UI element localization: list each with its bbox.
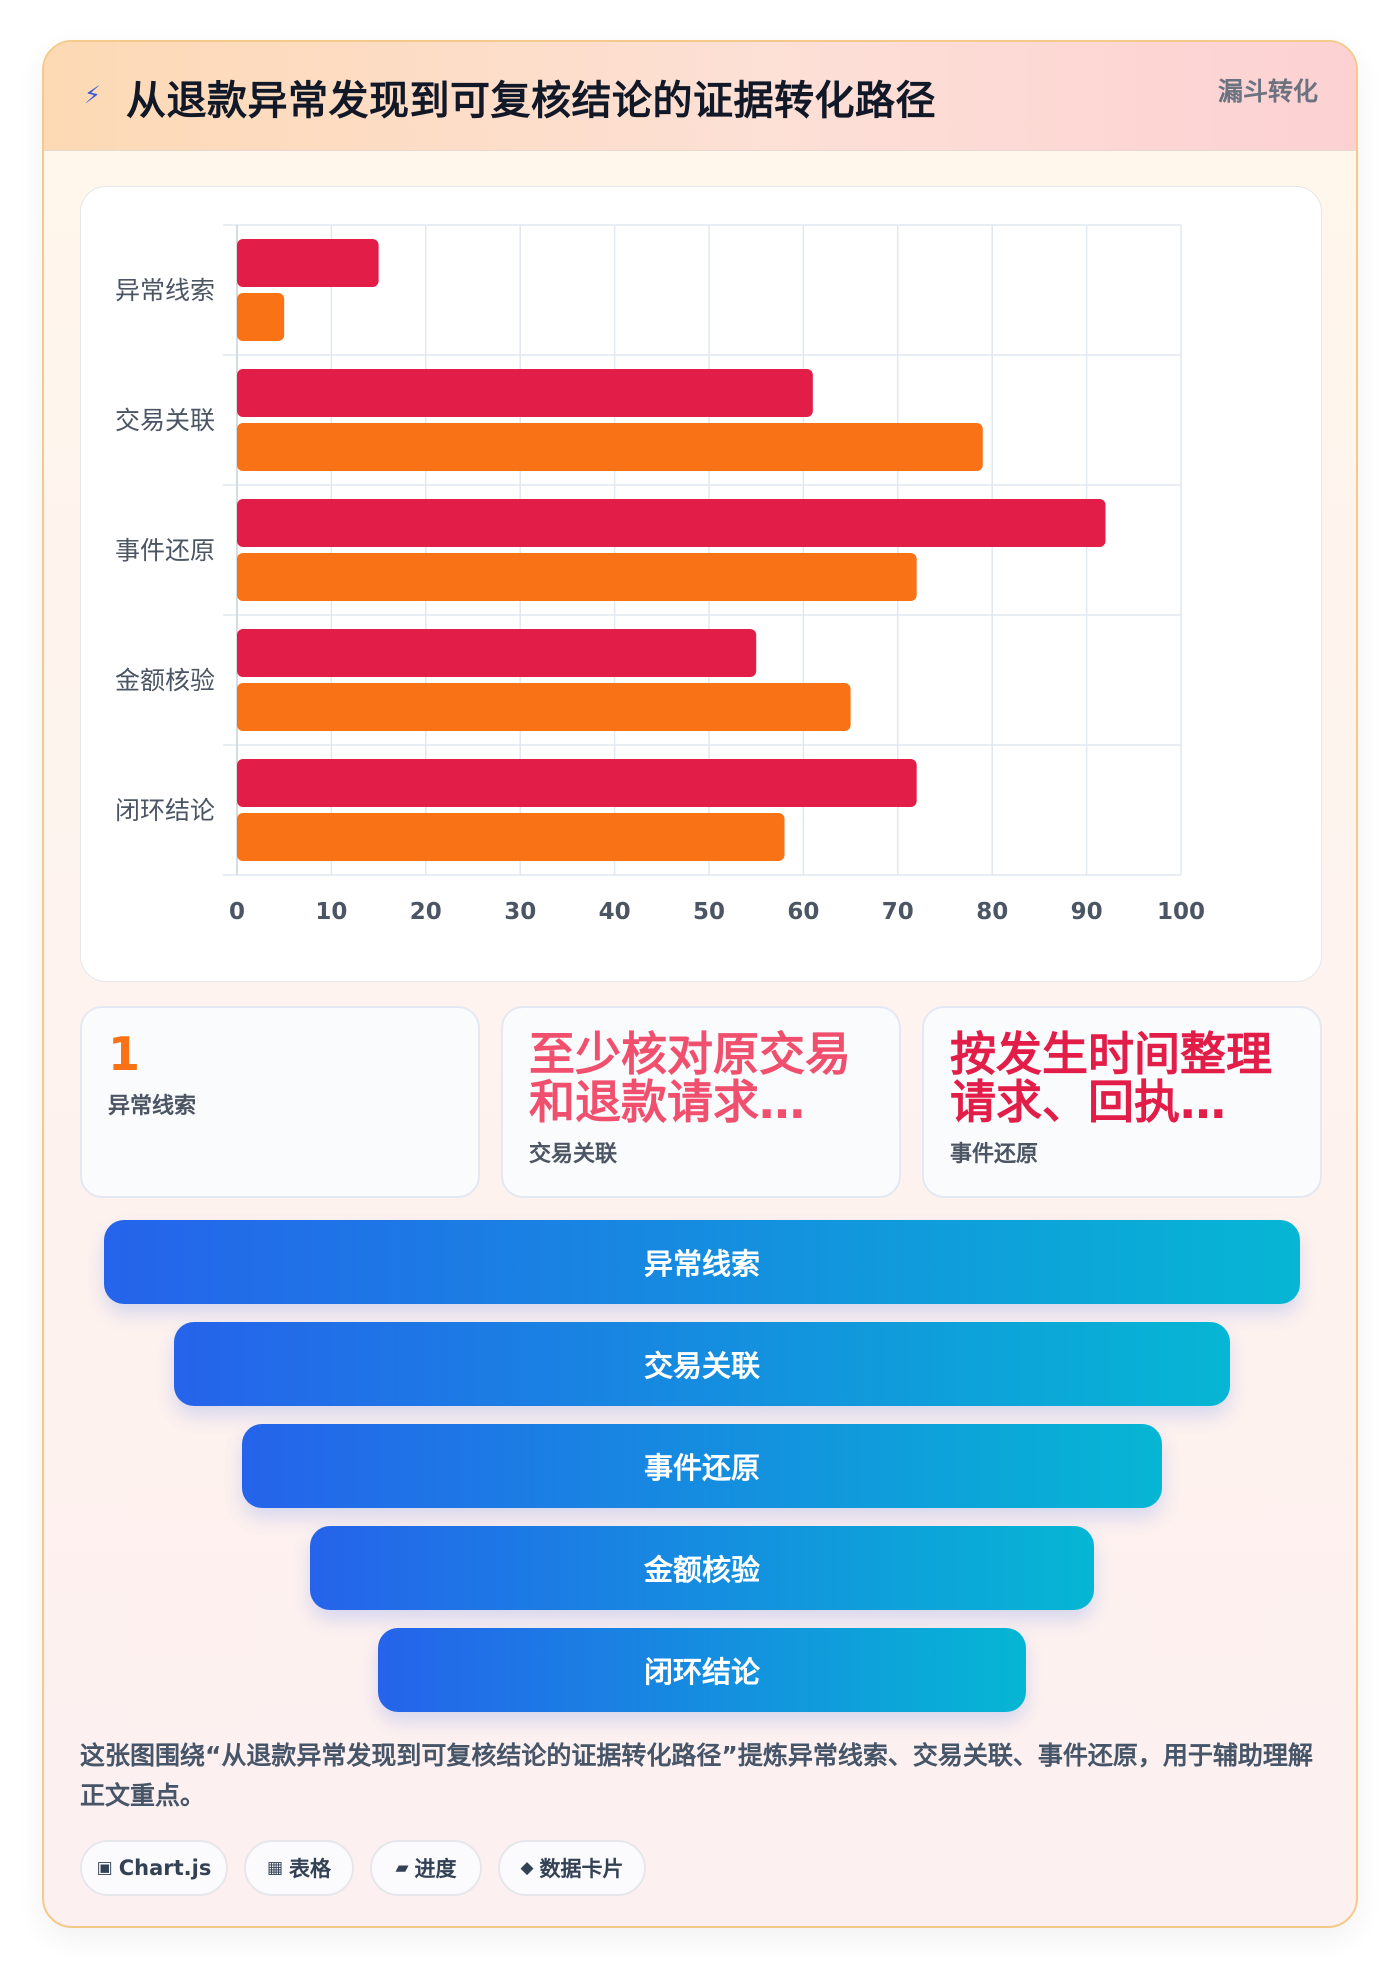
funnel-stage-label: 异常线索 xyxy=(643,1247,760,1281)
funnel-stage-label: 金额核验 xyxy=(643,1553,760,1587)
chip-label: Chart.js xyxy=(118,1856,212,1880)
bar xyxy=(237,629,757,677)
bar xyxy=(237,553,917,601)
x-tick-label: 30 xyxy=(504,899,536,925)
category-label: 金额核验 xyxy=(115,666,215,695)
funnel-stage: 闭环结论 xyxy=(378,1628,1026,1712)
stat-value: 按发生时间整理请求、回执… xyxy=(950,1030,1272,1126)
stat-card: 按发生时间整理请求、回执… 事件还原 xyxy=(922,1006,1322,1198)
x-tick-label: 90 xyxy=(1071,899,1103,925)
category-label: 闭环结论 xyxy=(115,796,215,825)
category-label: 事件还原 xyxy=(115,536,215,565)
stat-card: 1 异常线索 xyxy=(80,1006,480,1198)
card-header: ⚡ 从退款异常发现到可复核结论的证据转化路径 漏斗转化 xyxy=(44,42,1356,151)
bar xyxy=(237,423,983,471)
x-tick-label: 100 xyxy=(1157,899,1205,925)
progress-icon: ▰ xyxy=(395,1858,409,1878)
x-tick-label: 80 xyxy=(976,899,1008,925)
funnel-stage-label: 闭环结论 xyxy=(643,1655,760,1689)
x-tick-label: 0 xyxy=(229,899,245,925)
funnel-stage: 交易关联 xyxy=(174,1322,1230,1406)
bar xyxy=(237,813,785,861)
x-tick-label: 70 xyxy=(882,899,914,925)
bar xyxy=(237,239,379,287)
chip-progress[interactable]: ▰ 进度 xyxy=(370,1840,482,1896)
stat-label: 交易关联 xyxy=(529,1142,618,1167)
category-label: 异常线索 xyxy=(115,276,215,305)
diamond-icon: ◆ xyxy=(520,1858,534,1878)
chip-label: 进度 xyxy=(414,1857,457,1881)
stat-value: 1 xyxy=(108,1030,141,1078)
chart-icon: ▣ xyxy=(96,1858,113,1878)
lightning-icon: ⚡ xyxy=(84,81,101,109)
x-tick-label: 50 xyxy=(693,899,725,925)
page-title: 从退款异常发现到可复核结论的证据转化路径 xyxy=(126,78,936,124)
bar xyxy=(237,499,1106,547)
funnel-stage-label: 交易关联 xyxy=(643,1349,760,1383)
funnel: 异常线索 交易关联 事件还原 金额核验 闭环结论 xyxy=(44,1220,1356,1720)
stat-label: 事件还原 xyxy=(950,1142,1039,1167)
category-label: 交易关联 xyxy=(115,406,215,435)
chip-table[interactable]: ▦ 表格 xyxy=(244,1840,354,1896)
chip-label: 表格 xyxy=(289,1857,332,1881)
x-tick-label: 10 xyxy=(315,899,347,925)
chart-type-tag: 漏斗转化 xyxy=(1217,77,1318,106)
stat-label: 异常线索 xyxy=(108,1094,197,1119)
chip-label: 数据卡片 xyxy=(539,1857,624,1881)
bar xyxy=(237,683,851,731)
funnel-stage-label: 事件还原 xyxy=(643,1451,760,1485)
bar xyxy=(237,293,285,341)
chart-description: 这张图围绕“从退款异常发现到可复核结论的证据转化路径”提炼异常线索、交易关联、事… xyxy=(80,1741,1313,1810)
infographic-card: ⚡ 从退款异常发现到可复核结论的证据转化路径 漏斗转化 异常线索 交易关联 事件还原… xyxy=(42,40,1358,1928)
bar-chart-panel: 异常线索交易关联事件还原金额核验闭环结论 0 10 20 30 40 50 60 70 80 90 1… xyxy=(80,186,1322,982)
stat-card: 至少核对原交易和退款请求… 交易关联 xyxy=(501,1006,901,1198)
bar xyxy=(237,759,917,807)
stat-value: 至少核对原交易和退款请求… xyxy=(529,1030,851,1126)
funnel-stage: 事件还原 xyxy=(242,1424,1162,1508)
x-tick-label: 40 xyxy=(599,899,631,925)
x-tick-label: 20 xyxy=(410,899,442,925)
stat-cards: 1 异常线索 至少核对原交易和退款请求… 交易关联 按发生时间整理请求、回执… … xyxy=(80,1006,1322,1198)
chip-chartjs[interactable]: ▣ Chart.js xyxy=(80,1840,228,1896)
table-icon: ▦ xyxy=(266,1858,284,1878)
chip-data-card[interactable]: ◆ 数据卡片 xyxy=(498,1840,646,1896)
bar xyxy=(237,369,813,417)
funnel-stage: 金额核验 xyxy=(310,1526,1094,1610)
x-tick-label: 60 xyxy=(787,899,819,925)
funnel-stage: 异常线索 xyxy=(104,1220,1300,1304)
